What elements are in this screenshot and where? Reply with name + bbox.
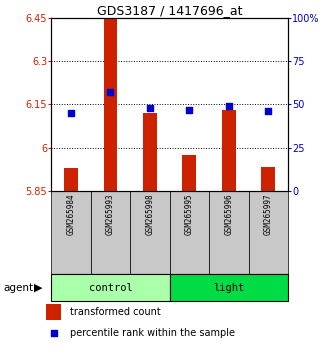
Bar [51,191,91,274]
Bar [91,191,130,274]
Text: GSM265993: GSM265993 [106,194,115,235]
Bar [104,15,118,191]
Point [147,105,153,111]
Bar [130,191,169,274]
Text: light: light [213,282,244,293]
Bar [51,274,169,301]
Point [51,331,56,336]
Point [226,103,231,109]
Text: GSM265998: GSM265998 [145,194,155,235]
Bar [169,274,288,301]
Bar [143,113,157,191]
Bar [261,167,275,191]
Text: transformed count: transformed count [70,307,160,317]
Text: GSM265996: GSM265996 [224,194,233,235]
Text: GSM265984: GSM265984 [67,194,75,235]
Bar [46,304,61,320]
Title: GDS3187 / 1417696_at: GDS3187 / 1417696_at [97,4,242,17]
Bar [209,191,249,274]
Bar [64,168,78,191]
Text: control: control [89,282,132,293]
Bar [169,191,209,274]
Point [108,90,113,95]
Bar [222,110,236,191]
Point [265,109,271,114]
Bar [249,191,288,274]
Text: GSM265995: GSM265995 [185,194,194,235]
Point [69,110,74,116]
Text: percentile rank within the sample: percentile rank within the sample [70,329,234,338]
Text: ▶: ▶ [34,282,42,293]
Bar [182,155,196,191]
Point [187,107,192,113]
Text: GSM265997: GSM265997 [264,194,273,235]
Text: agent: agent [3,282,33,293]
